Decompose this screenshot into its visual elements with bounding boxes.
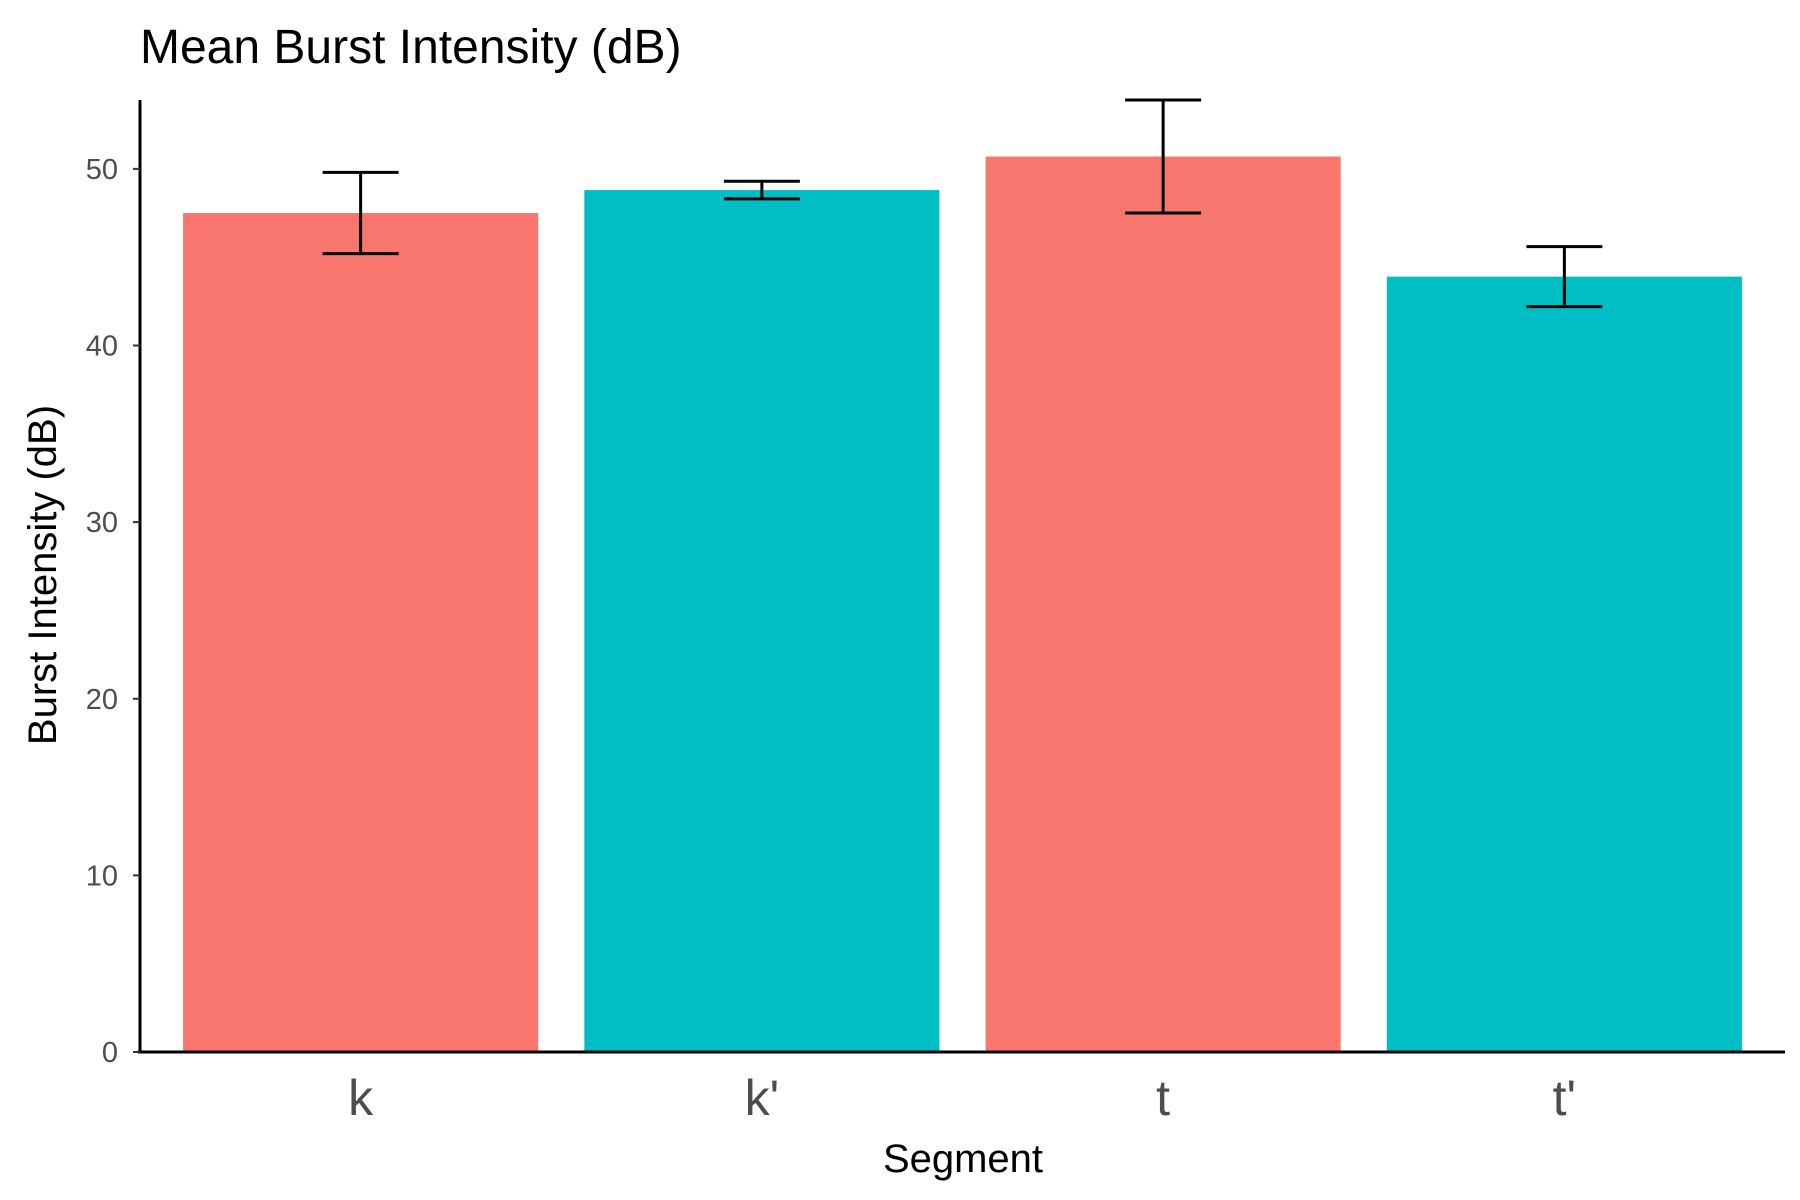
error-bar-4 xyxy=(1526,245,1603,309)
x-axis-title: Segment xyxy=(883,1137,1043,1181)
bar-3 xyxy=(985,156,1341,1053)
y-tick-label: 0 xyxy=(102,1037,118,1069)
y-tick-label: 40 xyxy=(86,331,118,363)
error-bar-3 xyxy=(1125,98,1202,215)
plot-area xyxy=(183,98,1742,1053)
x-tick-label: k' xyxy=(745,1070,780,1126)
x-axis-ticks: k k' t t' xyxy=(348,1070,1576,1126)
y-tick-label: 30 xyxy=(86,507,118,539)
bar-2 xyxy=(584,190,940,1052)
bar-4 xyxy=(1386,276,1742,1052)
y-axis-ticks: 0 10 20 30 40 50 xyxy=(86,154,140,1069)
y-tick-label: 10 xyxy=(86,860,118,892)
y-tick-label: 20 xyxy=(86,684,118,716)
error-bar-1 xyxy=(322,170,399,256)
y-axis-title: Burst Intensity (dB) xyxy=(21,405,65,745)
x-tick-label: t' xyxy=(1553,1070,1576,1126)
y-tick-label: 50 xyxy=(86,154,118,186)
error-bar-2 xyxy=(723,179,800,201)
x-tick-label: t xyxy=(1156,1070,1170,1126)
chart-title: Mean Burst Intensity (dB) xyxy=(140,21,682,74)
bar-1 xyxy=(183,213,539,1053)
x-tick-label: k xyxy=(348,1070,374,1126)
